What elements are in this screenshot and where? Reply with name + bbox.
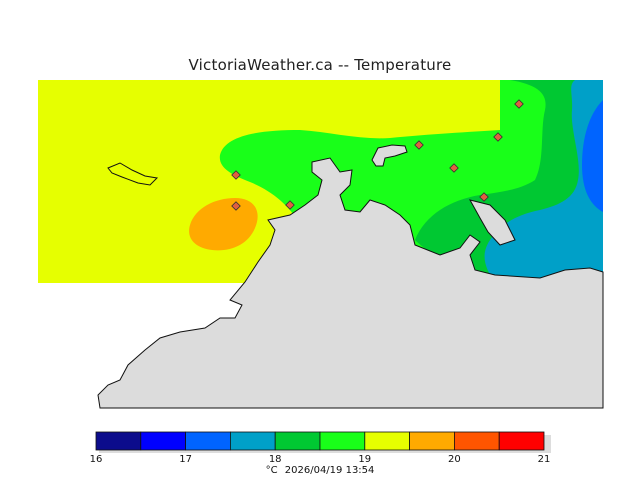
legend-swatch (453, 431, 500, 451)
station-markers (231, 99, 524, 211)
island-outline (107, 162, 159, 186)
legend-tick-label: 20 (448, 454, 461, 465)
legend-swatch (185, 431, 231, 451)
station-marker (514, 99, 524, 109)
field-17-17_5 (582, 100, 603, 212)
field-19_5-20 (189, 198, 258, 251)
legend-tick-label: 18 (268, 454, 282, 465)
station-marker (285, 200, 295, 210)
legend-swatch (319, 431, 366, 451)
legend-caption: °C 2026/04/19 13:54 (0, 465, 640, 476)
legend-tick-label: 21 (537, 454, 551, 465)
legend-swatch (229, 431, 276, 451)
field-17_5-18 (484, 80, 603, 283)
station-marker (493, 132, 503, 142)
legend-tick-label: 19 (358, 454, 372, 465)
legend-swatch (498, 431, 545, 451)
legend-unit: °C (265, 465, 278, 476)
land-mass (97, 157, 604, 409)
station-marker (231, 170, 241, 180)
legend-swatch (409, 431, 455, 451)
station-marker (479, 192, 489, 202)
station-marker (449, 163, 459, 173)
spit-outline (371, 144, 408, 167)
legend-swatch (140, 431, 187, 451)
legend-timestamp: 2026/04/19 13:54 (284, 465, 375, 476)
station-marker (231, 201, 241, 211)
legend-colorbar (95, 431, 551, 453)
legend-tick-label: 16 (89, 454, 103, 465)
legend-swatch (95, 431, 142, 451)
legend-swatch (274, 431, 321, 451)
legend-swatch (364, 431, 410, 451)
land-inlet (469, 199, 516, 246)
station-marker (414, 140, 424, 150)
page-title: VictoriaWeather.ca -- Temperature (188, 56, 452, 74)
legend-tick-label: 17 (179, 454, 192, 465)
